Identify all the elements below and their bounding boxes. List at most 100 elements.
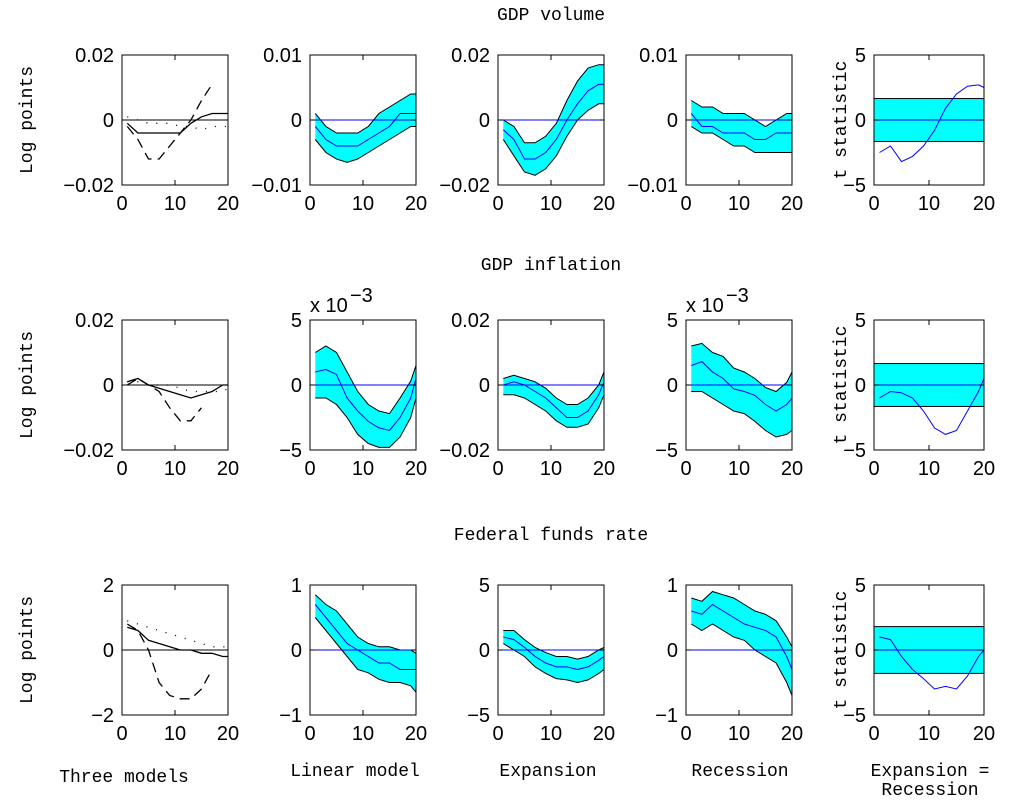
model-line (126, 623, 213, 700)
y-tick-label: −5 (843, 705, 866, 727)
band-lower (691, 391, 793, 438)
band-lower (503, 394, 605, 428)
x-tick-label: 10 (352, 458, 374, 480)
column-label: Expansion (499, 762, 596, 782)
band-fill (503, 372, 604, 428)
y-tick-label: −5 (467, 705, 490, 727)
scale-label: x 10 (310, 295, 348, 317)
estimate-line (503, 381, 605, 418)
x-tick-label: 10 (918, 193, 940, 215)
estimate-line (315, 368, 417, 432)
x-tick-label: 0 (304, 193, 315, 215)
x-tick-label: 0 (868, 723, 879, 745)
y-tick-label: 2 (103, 575, 114, 597)
estimate-line (314, 604, 416, 670)
band-lower (315, 397, 417, 448)
model-line (126, 377, 203, 422)
x-tick-label: 10 (540, 723, 562, 745)
y-tick-label: −5 (843, 175, 866, 197)
y-tick-label: 0 (291, 375, 302, 397)
y-tick-label: 0 (855, 110, 866, 132)
y-tick-label: −5 (843, 440, 866, 462)
x-tick-label: 10 (918, 458, 940, 480)
x-tick-label: 20 (405, 193, 427, 215)
column-label: Linear model (290, 762, 420, 782)
y-tick-label: −0.02 (439, 175, 490, 197)
y-tick-label: 0 (667, 640, 678, 662)
band-fill (691, 100, 792, 153)
band-fill (691, 591, 792, 696)
x-tick-label: 20 (781, 723, 803, 745)
y-tick-label: 0 (291, 110, 302, 132)
t-line (879, 84, 985, 163)
y-tick-label: 0.02 (75, 310, 114, 332)
y-tick-label: 0 (479, 640, 490, 662)
x-tick-label: 20 (781, 193, 803, 215)
y-tick-label: 0 (103, 110, 114, 132)
band-lower (314, 617, 417, 693)
x-tick-label: 10 (918, 723, 940, 745)
column-label: Recession (881, 781, 978, 801)
y-tick-label: −2 (91, 705, 114, 727)
band-upper (314, 93, 416, 134)
model-line (127, 626, 228, 658)
row-title: Federal funds rate (454, 526, 648, 546)
band-upper (503, 371, 605, 405)
y-tick-label: 0.02 (451, 310, 490, 332)
y-tick-label: 0 (103, 640, 114, 662)
y-axis-label: t statistic (832, 326, 852, 445)
y-tick-label: 0.01 (639, 45, 678, 67)
band-upper (503, 64, 604, 144)
band-upper (691, 590, 793, 648)
y-tick-label: −1 (279, 705, 302, 727)
x-tick-label: 0 (868, 193, 879, 215)
model-line (126, 112, 228, 134)
y-tick-label: −1 (655, 705, 678, 727)
y-tick-label: −0.02 (63, 440, 114, 462)
y-tick-label: 0 (667, 110, 678, 132)
y-tick-label: 0 (103, 375, 114, 397)
x-tick-label: 0 (868, 458, 879, 480)
estimate-line (691, 603, 793, 670)
x-tick-label: 20 (973, 193, 995, 215)
estimate-line (314, 113, 416, 147)
x-tick-label: 20 (217, 723, 239, 745)
y-tick-label: 0.01 (263, 45, 302, 67)
y-tick-label: −5 (655, 440, 678, 462)
x-tick-label: 10 (728, 193, 750, 215)
band-upper (691, 342, 793, 393)
y-tick-label: −5 (279, 440, 302, 462)
band-lower (691, 126, 792, 153)
x-tick-label: 10 (540, 193, 562, 215)
x-tick-label: 0 (116, 193, 127, 215)
estimate-line (503, 636, 605, 671)
band-fill (315, 346, 416, 448)
estimate-line (690, 113, 792, 140)
band-fill (691, 343, 792, 437)
x-tick-label: 0 (680, 458, 691, 480)
y-tick-label: −0.02 (63, 175, 114, 197)
y-tick-label: 0 (479, 110, 490, 132)
y-tick-label: 0 (667, 375, 678, 397)
x-tick-label: 0 (304, 458, 315, 480)
y-tick-label: 1 (667, 575, 678, 597)
y-tick-label: 5 (667, 310, 678, 332)
y-tick-label: 5 (479, 575, 490, 597)
row-title: GDP inflation (481, 256, 621, 276)
y-axis-label: Log points (18, 66, 38, 174)
band-fill (315, 594, 416, 693)
y-axis-label: Log points (18, 596, 38, 704)
y-tick-label: −0.01 (251, 175, 302, 197)
y-tick-label: 0 (855, 640, 866, 662)
y-tick-label: 5 (291, 310, 302, 332)
x-tick-label: 0 (492, 458, 503, 480)
column-label: Three models (59, 768, 189, 788)
scale-label: x 10 (686, 295, 724, 317)
x-tick-label: 20 (217, 458, 239, 480)
band-fill (503, 64, 604, 176)
model-line (127, 381, 229, 393)
y-tick-label: −0.02 (439, 440, 490, 462)
y-tick-label: 0 (855, 375, 866, 397)
